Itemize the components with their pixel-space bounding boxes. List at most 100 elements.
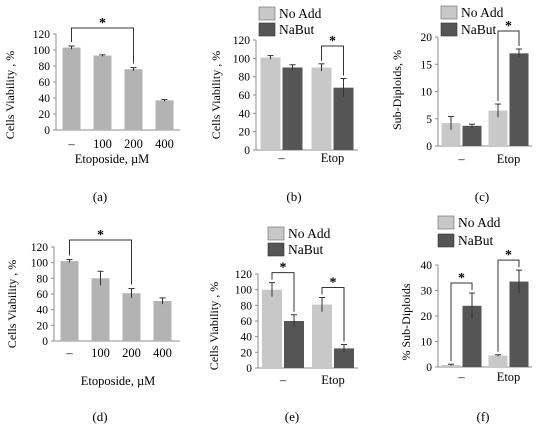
panel-a-bar: [62, 47, 81, 130]
panel-c-legend-no-add: No Add: [461, 5, 504, 20]
panel-e-bar: [262, 289, 282, 368]
panel-c-legend-swatch-no-add: [440, 5, 458, 20]
panel-f-significance-bracket: [497, 259, 520, 352]
panel-c-ytick-label: 10: [421, 87, 433, 99]
panel-e-legend-nabut: NaBut: [288, 242, 323, 257]
panel-a-ytick-label: 60: [39, 77, 51, 89]
panel-e-category-label: –: [279, 373, 287, 387]
panel-f-category-label: Etop: [497, 370, 521, 384]
panel-f-ytick-label: 10: [421, 337, 433, 349]
panel-d-bar: [122, 293, 141, 341]
panel-b-legend-swatch-nabut: [258, 22, 276, 37]
panel-a-xlabel: Etoposide, µM: [75, 152, 150, 166]
panel-f: No Add NaBut % Sub-Diploids (f) 0 10 20 30 4…: [399, 215, 532, 424]
panel-d-ytick-label: 120: [31, 242, 49, 254]
panel-e-ytick-label: 20: [241, 347, 253, 359]
panel-d-significance-bracket: [69, 239, 132, 285]
panel-d-ytick-label: 20: [37, 320, 49, 332]
panel-c-legend-nabut: NaBut: [461, 22, 496, 37]
panel-c-legend-swatch-nabut: [440, 22, 458, 37]
panel-b-bar: [282, 67, 303, 150]
panel-c-significance-star: *: [505, 19, 512, 34]
panel-f-bar: [441, 364, 461, 367]
panel-b-significance-bracket: [321, 45, 344, 76]
panel-f-ylabel: % Sub-Diploids: [399, 283, 413, 360]
panel-a-ytick-label: 120: [33, 29, 51, 41]
panel-f-legend-nabut: NaBut: [458, 233, 493, 248]
panel-d-ytick-label: 0: [42, 336, 48, 348]
panel-e-legend-swatch-no-add: [267, 226, 285, 241]
panel-a-category-label: –: [67, 137, 75, 151]
panel-e-significance-star: *: [280, 261, 287, 276]
panel-f-significance-bracket: [450, 282, 473, 362]
panel-a-ytick-label: 100: [33, 45, 51, 57]
panel-e-bar: [334, 348, 354, 368]
panel-c-category-label: Etop: [497, 152, 521, 166]
panel-b-ytick-label: 80: [239, 72, 251, 84]
panel-c-bar: [462, 125, 482, 146]
panel-a-category-label: 100: [93, 137, 112, 151]
panel-a-ytick-label: 0: [44, 125, 50, 137]
panel-b-ytick-label: 60: [239, 90, 251, 102]
panel-c-ytick-label: 15: [421, 59, 433, 71]
panel-e-ytick-label: 80: [241, 300, 253, 312]
panel-d-bar: [91, 278, 110, 341]
panel-d-bar: [153, 301, 172, 341]
panel-c-bar: [488, 110, 508, 146]
panel-b-category-label: Etop: [321, 151, 345, 165]
panel-d-category-label: 200: [122, 346, 141, 360]
panel-a-ylabel: Cells Viability , %: [3, 51, 17, 139]
panel-a: Cells Viability , % Etoposide, µM (a) 0 2…: [3, 16, 180, 204]
panel-b-legend-swatch-no-add: [258, 6, 276, 21]
panel-a-bar: [124, 69, 143, 130]
panel-b-legend-nabut: NaBut: [279, 22, 314, 37]
panel-a-significance-star: *: [99, 16, 106, 31]
panel-f-bar: [509, 281, 529, 367]
panel-a-category-label: 400: [155, 137, 174, 151]
panel-c-ytick-label: 0: [426, 141, 432, 153]
panel-d-ytick-label: 100: [31, 258, 49, 270]
panel-b-ytick-label: 100: [233, 53, 251, 65]
panel-f-bar: [462, 305, 482, 367]
panel-b: No Add NaBut Cells Viability , % (b) 0 20…: [209, 6, 358, 204]
panel-b-significance-star: *: [329, 34, 336, 49]
panel-d-label: (d): [92, 409, 107, 424]
panel-c: No Add NaBut Sub-Diploids, % (c) 0 5 10 15 2…: [390, 5, 532, 204]
panel-d: Cells Viability , % Etoposide, µM (d) 0 2…: [5, 228, 180, 424]
panel-c-label: (c): [475, 189, 489, 204]
panel-e-significance-bracket: [271, 272, 295, 312]
panel-d-ylabel: Cells Viability , %: [5, 260, 19, 348]
panel-e-ytick-label: 100: [235, 285, 253, 297]
panel-f-significance-star: *: [505, 248, 512, 263]
panel-f-legend-swatch-nabut: [437, 233, 455, 248]
panel-e: No Add NaBut Cells Viability , % (e) 0 20…: [207, 226, 358, 424]
panel-b-label: (b): [286, 189, 301, 204]
panel-e-ytick-label: 40: [241, 332, 253, 344]
panel-d-ytick-label: 80: [37, 273, 49, 285]
panel-c-significance-bracket: [497, 30, 520, 102]
panel-f-ytick-label: 40: [421, 260, 433, 272]
panel-c-ytick-label: 5: [426, 114, 432, 126]
panel-e-bar: [284, 321, 304, 368]
panel-f-ytick-label: 30: [421, 286, 433, 298]
panel-d-category-label: 400: [153, 346, 172, 360]
panel-b-legend-no-add: No Add: [279, 6, 322, 21]
panel-f-ytick-label: 20: [421, 311, 433, 323]
panel-e-label: (e): [285, 409, 299, 424]
panel-f-ytick-label: 0: [426, 362, 432, 374]
panel-a-bar: [93, 55, 112, 130]
panel-f-category-label: –: [457, 370, 465, 384]
panel-f-legend-no-add: No Add: [458, 215, 501, 230]
panel-e-significance-bracket: [321, 287, 345, 342]
panel-b-category-label: –: [277, 151, 285, 165]
panel-d-category-label: –: [65, 346, 73, 360]
panel-e-ytick-label: 0: [246, 363, 252, 375]
panel-c-bar: [509, 53, 529, 146]
panel-d-bar: [60, 261, 79, 341]
panel-b-bar: [311, 67, 332, 150]
panel-a-significance-bracket: [71, 27, 134, 64]
panel-b-ytick-label: 0: [244, 145, 250, 157]
panel-c-bar: [441, 123, 461, 146]
panel-b-bar: [333, 87, 354, 150]
